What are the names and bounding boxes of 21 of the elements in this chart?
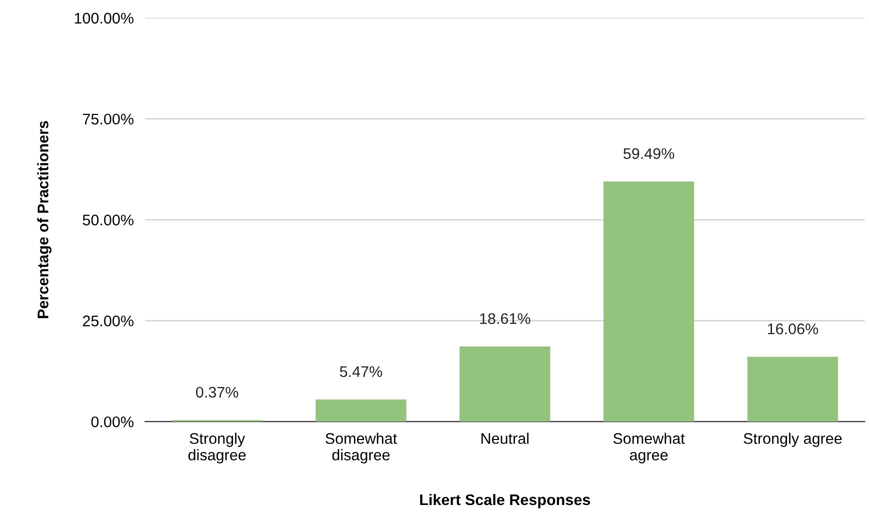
bar	[316, 400, 406, 422]
data-label: 18.61%	[480, 313, 530, 324]
x-tick-label: Neutral	[482, 432, 528, 444]
x-tick-label: Strongly disagree	[188, 432, 246, 464]
data-label: 5.47%	[340, 366, 382, 378]
y-tick-label: 100.00%	[74, 12, 134, 24]
x-tick-label: Somewhat disagree	[326, 432, 397, 464]
x-tick-label: Somewhat agree	[613, 432, 685, 464]
y-tick-label: 25.00%	[82, 316, 134, 326]
y-axis-title: Percentage of Practitioners	[37, 121, 52, 318]
data-label: 16.06%	[768, 323, 818, 334]
y-tick-label: 75.00%	[82, 114, 134, 125]
data-label: 59.49%	[624, 148, 674, 159]
bar	[460, 346, 550, 422]
data-label: 0.37%	[196, 386, 238, 398]
bar	[747, 356, 838, 422]
bar	[603, 181, 694, 422]
x-tick-label: Strongly agree	[744, 432, 842, 447]
x-axis-title: Likert Scale Responses	[420, 494, 590, 508]
y-tick-label: 50.00%	[82, 214, 134, 226]
y-tick-label: 0.00%	[91, 416, 134, 428]
